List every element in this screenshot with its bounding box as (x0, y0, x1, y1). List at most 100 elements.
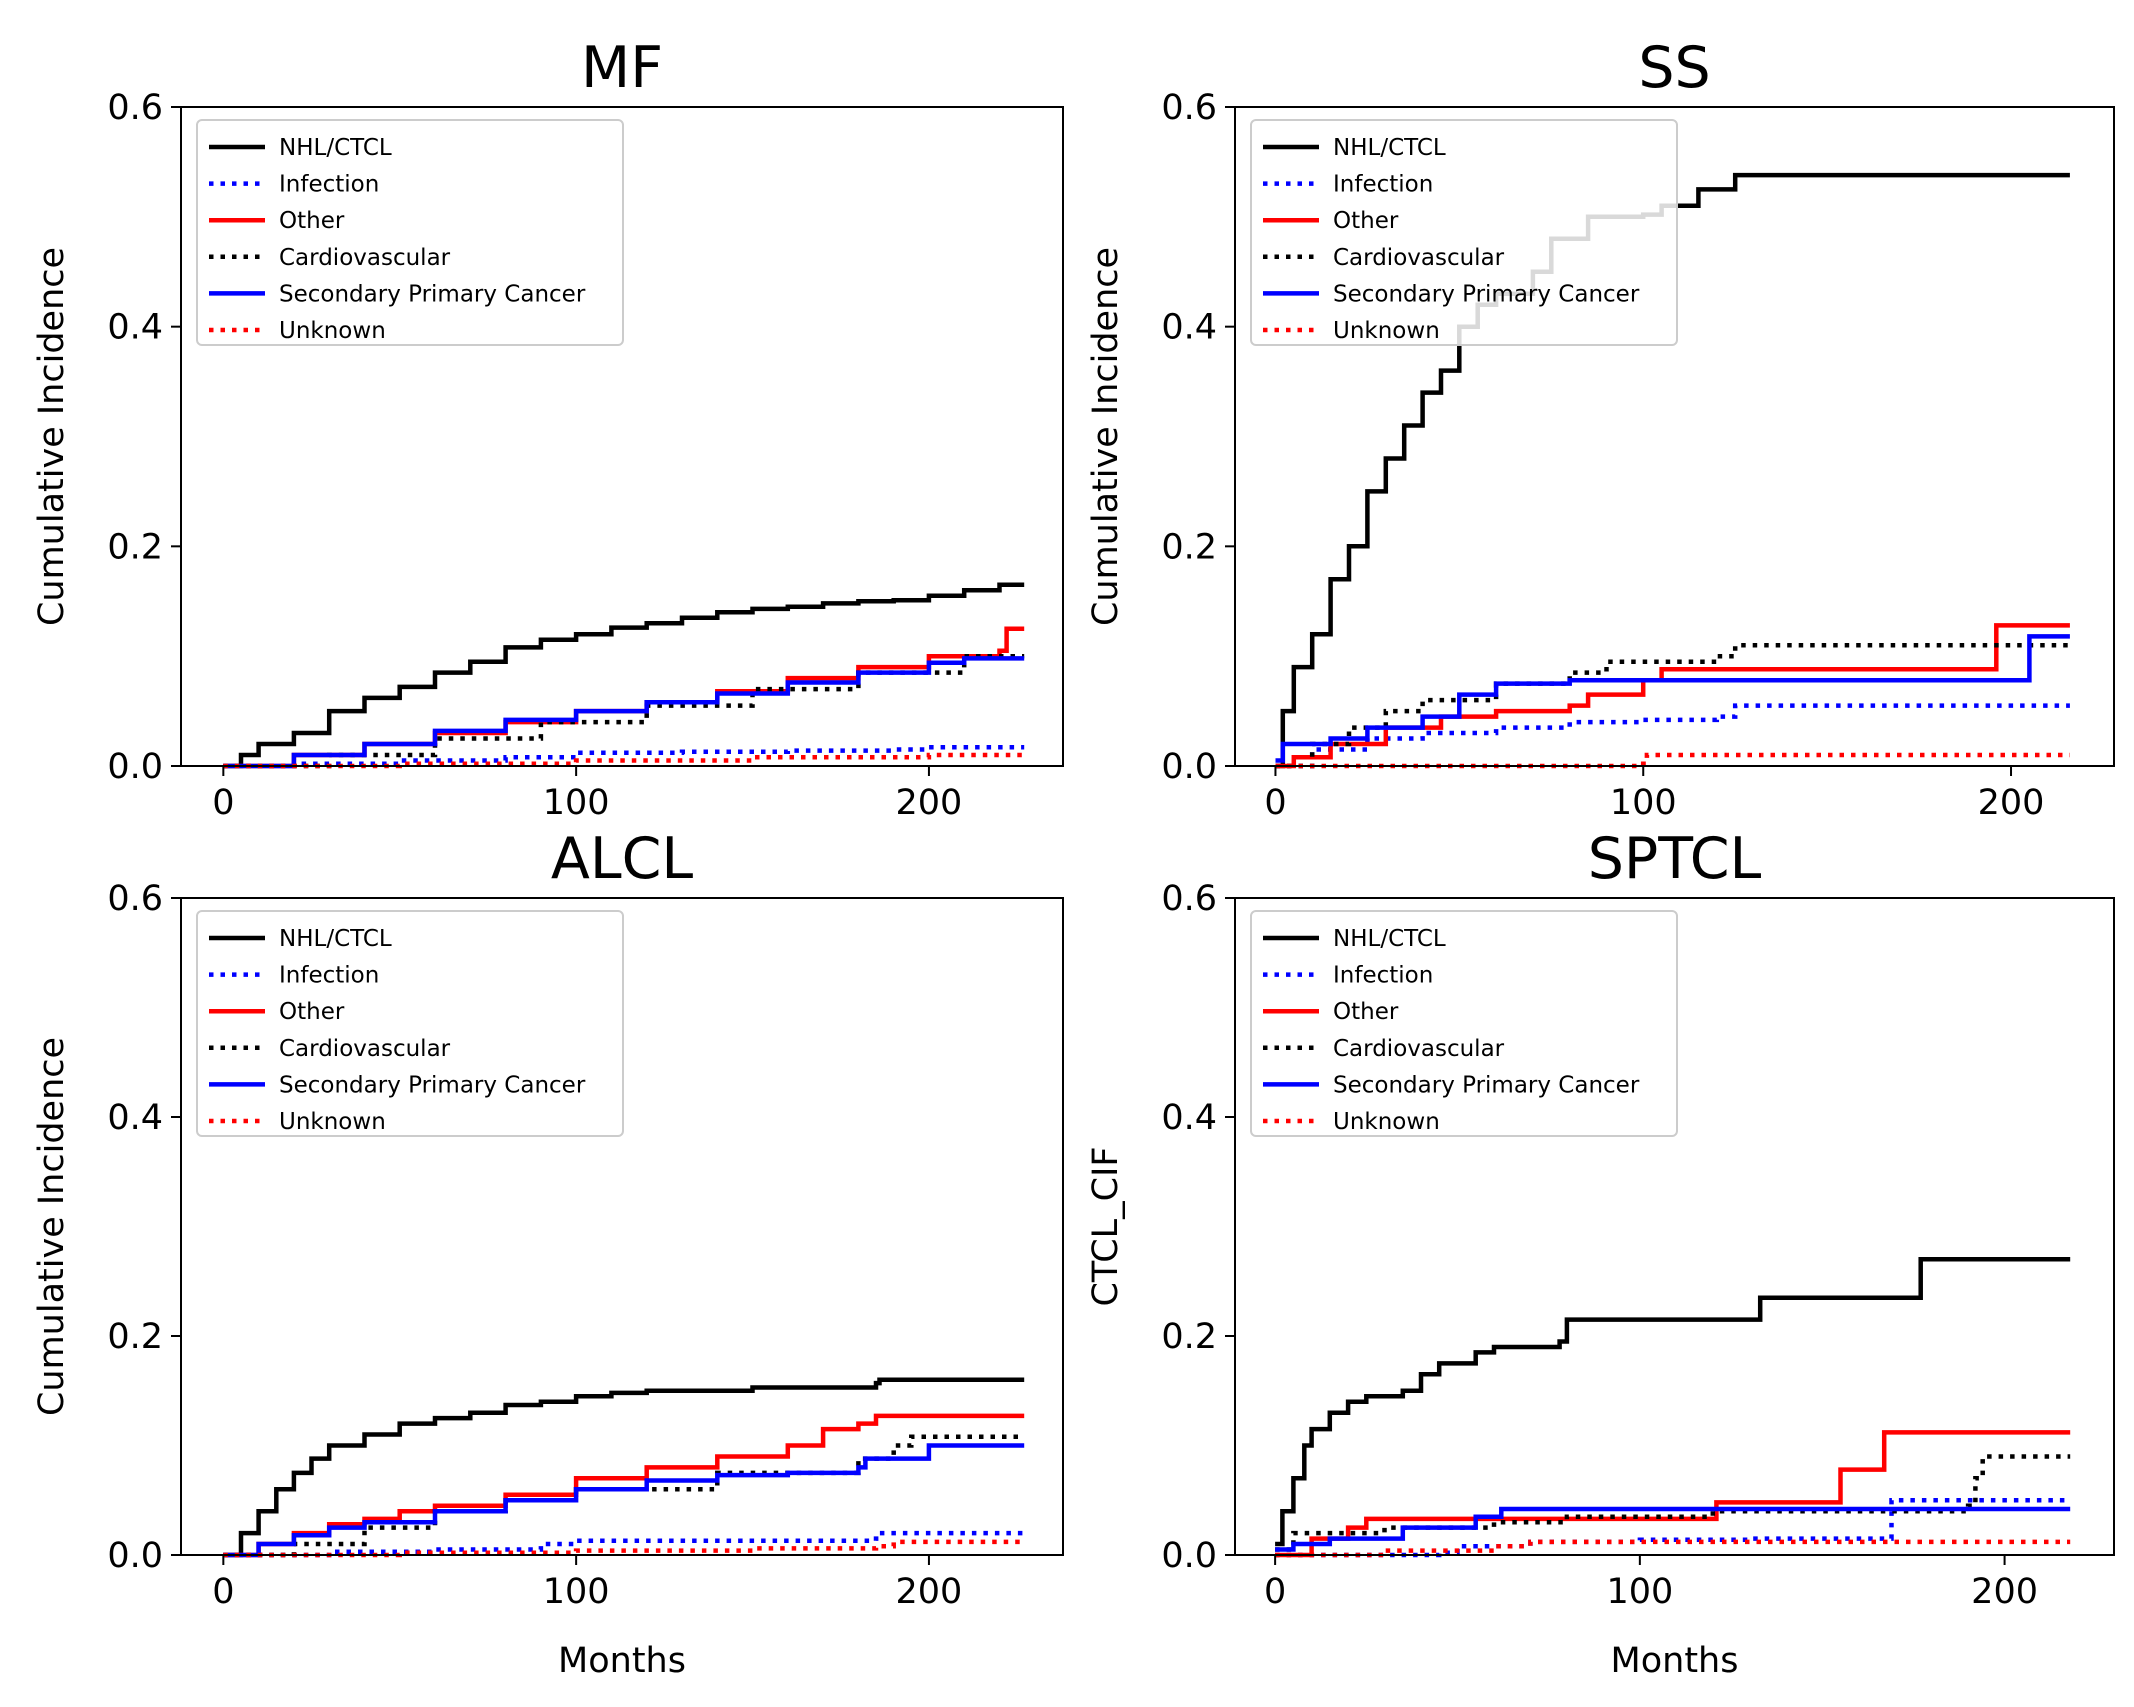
sptcl-series-infection (1275, 1498, 2071, 1558)
alcl-legend-entry: Unknown (279, 1109, 386, 1135)
alcl-plot-frame (180, 897, 1064, 1556)
alcl-x-tick-label: 0 (212, 1572, 234, 1612)
alcl-y-tick-label: 0.0 (107, 1536, 163, 1576)
sptcl-plot-frame (1234, 897, 2115, 1556)
mf-series-nhl-ctcl (223, 582, 1025, 769)
ss-x-tick-label: 100 (1610, 783, 1677, 823)
ss-legend: NHL/CTCL Infection Other Cardiovascular Seco… (1250, 119, 1678, 346)
alcl-legend-entry: Cardiovascular (279, 1036, 451, 1062)
alcl-x-tick-label: 100 (543, 1572, 610, 1612)
sptcl-y-tick-label: 0.0 (1161, 1536, 1217, 1576)
mf-series-other (223, 626, 1025, 769)
alcl-legend: NHL/CTCL Infection Other Cardiovascular Seco… (196, 910, 624, 1137)
ss-y-tick-label: 0.2 (1161, 527, 1217, 567)
alcl-legend-entry: NHL/CTCL (279, 926, 392, 952)
ss-legend-entry: Secondary Primary Cancer (1333, 281, 1640, 307)
ss-legend-entry: Other (1333, 208, 1399, 234)
mf-series-cardiovascular (223, 653, 1025, 769)
mf-series-group (223, 582, 1025, 769)
alcl-series-group (223, 1377, 1025, 1558)
mf-plot-frame (180, 106, 1064, 767)
sptcl-series-unknown (1275, 1539, 2071, 1558)
ss-y-tick-label: 0.6 (1161, 88, 1217, 128)
sptcl-y-tick-label: 0.2 (1161, 1317, 1217, 1357)
sptcl-y-tick-label: 0.6 (1161, 879, 1217, 919)
ss-chart: 0 100 200 0.0 0.2 0.4 0.6 SS Cumulative Incidenc… (1086, 35, 2115, 823)
alcl-y-tick-label: 0.2 (107, 1317, 163, 1357)
mf-legend-entry: NHL/CTCL (279, 135, 392, 161)
sptcl-legend-entry: Secondary Primary Cancer (1333, 1072, 1640, 1098)
alcl-series-cardiovascular (223, 1434, 1025, 1558)
ss-y-tick-label: 0.4 (1161, 308, 1217, 348)
alcl-legend-box (196, 910, 624, 1137)
ss-legend-box (1250, 119, 1678, 346)
alcl-y-tick-label: 0.6 (107, 879, 163, 919)
mf-legend-entry: Unknown (279, 318, 386, 344)
mf-legend-box (196, 119, 624, 346)
sptcl-series-cardiovascular (1275, 1454, 2071, 1552)
alcl-series-secondary-primary-cancer (223, 1443, 1025, 1558)
mf-legend-entry: Secondary Primary Cancer (279, 281, 586, 307)
sptcl-title: SPTCL (1588, 826, 1762, 892)
sptcl-legend-box (1250, 910, 1678, 1137)
sptcl-x-tick-label: 0 (1264, 1572, 1286, 1612)
ss-series-unknown (1275, 752, 2070, 769)
sptcl-legend-entry: Infection (1333, 963, 1433, 989)
ss-series-other (1275, 623, 2070, 769)
ss-title: SS (1638, 35, 1710, 101)
sptcl-legend-entry: Other (1333, 999, 1399, 1025)
mf-x-tick-label: 100 (543, 783, 610, 823)
sptcl-legend: NHL/CTCL Infection Other Cardiovascular Seco… (1250, 910, 1678, 1137)
mf-y-axis-label: Cumulative Incidence (32, 247, 72, 626)
ss-x-tick-label: 200 (1978, 783, 2045, 823)
alcl-title: ALCL (551, 826, 694, 892)
ss-legend-entry: Cardiovascular (1333, 245, 1505, 271)
sptcl-series-group (1275, 1257, 2071, 1558)
ss-x-tick-label: 0 (1264, 783, 1286, 823)
ss-series-infection (1275, 703, 2070, 769)
alcl-y-tick-label: 0.4 (107, 1098, 163, 1138)
ss-series-cardiovascular (1275, 642, 2070, 769)
mf-y-tick-label: 0.2 (107, 527, 163, 567)
ss-legend-entry: Unknown (1333, 318, 1440, 344)
mf-x-tick-label: 200 (896, 783, 963, 823)
mf-legend-entry: Infection (279, 172, 379, 198)
ss-legend-entry: NHL/CTCL (1333, 135, 1446, 161)
mf-x-tick-label: 0 (212, 783, 234, 823)
mf-legend: NHL/CTCL Infection Other Cardiovascular Seco… (196, 119, 624, 346)
mf-series-secondary-primary-cancer (223, 656, 1025, 769)
mf-legend-entry: Cardiovascular (279, 245, 451, 271)
sptcl-legend-entry: Unknown (1333, 1109, 1440, 1135)
mf-y-tick-label: 0.4 (107, 308, 163, 348)
sptcl-series-nhl-ctcl (1275, 1257, 2071, 1547)
alcl-series-unknown (223, 1539, 1025, 1558)
alcl-legend-entry: Secondary Primary Cancer (279, 1072, 586, 1098)
mf-title: MF (581, 35, 663, 101)
sptcl-y-axis-label: CTCL_CIF (1086, 1146, 1126, 1306)
alcl-y-axis-label: Cumulative Incidence (32, 1037, 72, 1416)
mf-legend-entry: Other (279, 208, 345, 234)
alcl-x-tick-label: 200 (896, 1572, 963, 1612)
ss-legend-entry: Infection (1333, 172, 1433, 198)
alcl-x-axis-label: Months (558, 1641, 686, 1681)
ss-series-secondary-primary-cancer (1275, 634, 2070, 763)
alcl-chart: 0 100 200 0.0 0.2 0.4 0.6 ALCL Cumulative Incide… (32, 826, 1064, 1681)
alcl-series-infection (223, 1530, 1025, 1558)
mf-y-tick-label: 0.0 (107, 747, 163, 787)
sptcl-y-tick-label: 0.4 (1161, 1098, 1217, 1138)
sptcl-legend-entry: Cardiovascular (1333, 1036, 1505, 1062)
sptcl-x-tick-label: 200 (1971, 1572, 2038, 1612)
sptcl-legend-entry: NHL/CTCL (1333, 926, 1446, 952)
mf-series-unknown (223, 752, 1025, 769)
sptcl-x-tick-label: 100 (1606, 1572, 1673, 1612)
mf-series-infection (223, 745, 1025, 769)
ss-y-axis-label: Cumulative Incidence (1086, 247, 1126, 626)
ss-y-tick-label: 0.0 (1161, 747, 1217, 787)
sptcl-chart: 0 100 200 0.0 0.2 0.4 0.6 SPTCL CTCL_CIF Months NH… (1086, 826, 2115, 1681)
mf-y-tick-label: 0.6 (107, 88, 163, 128)
alcl-series-nhl-ctcl (223, 1377, 1025, 1558)
ss-plot-frame (1234, 106, 2115, 767)
mf-chart: 0 100 200 0.0 0.2 0.4 0.6 MF Cumulative Incidenc… (32, 35, 1064, 823)
alcl-legend-entry: Other (279, 999, 345, 1025)
